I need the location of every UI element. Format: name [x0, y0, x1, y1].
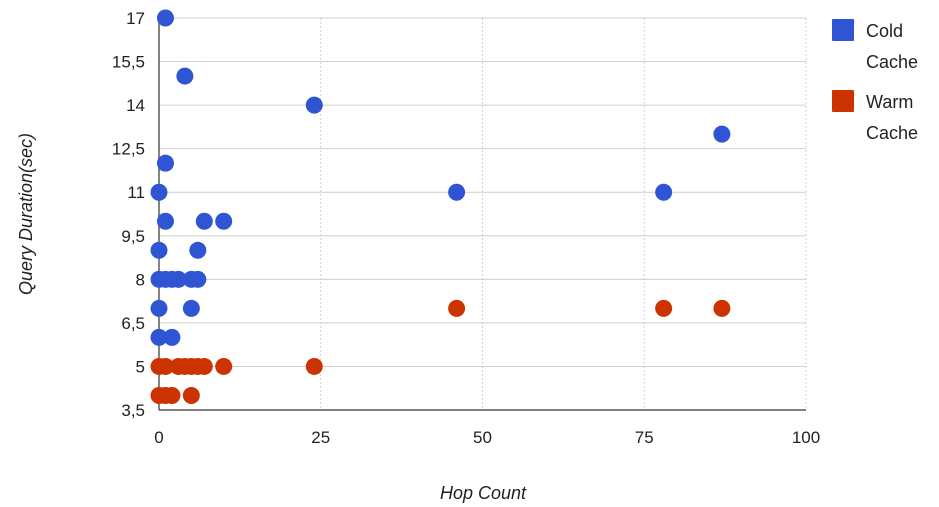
x-tick-label: 50 [473, 428, 492, 447]
data-point-warm [448, 300, 465, 317]
data-point-cold [448, 184, 465, 201]
y-tick-label: 3,5 [121, 401, 145, 420]
data-point-cold [157, 213, 174, 230]
data-point-cold [157, 10, 174, 27]
y-tick-label: 14 [126, 96, 145, 115]
data-point-cold [189, 271, 206, 288]
data-point-warm [713, 300, 730, 317]
data-point-warm [183, 387, 200, 404]
legend-item-cold-cache: Cold Cache [832, 19, 918, 72]
x-tick-labels: 0 25 50 75 100 [154, 428, 820, 447]
x-axis-title: Hop Count [440, 483, 527, 503]
y-tick-label: 12,5 [112, 140, 145, 159]
data-point-warm [163, 387, 180, 404]
grid-lines [159, 18, 806, 410]
legend-label-warm-line1: Warm [866, 92, 913, 112]
y-tick-label: 11 [127, 183, 145, 202]
data-point-cold [655, 184, 672, 201]
data-point-warm [196, 358, 213, 375]
data-point-cold [713, 126, 730, 143]
y-tick-label: 17 [126, 9, 145, 28]
x-tick-label: 100 [792, 428, 820, 447]
data-point-cold [183, 300, 200, 317]
legend-item-warm-cache: Warm Cache [832, 90, 918, 143]
legend: Cold Cache Warm Cache [832, 19, 918, 143]
data-points [151, 10, 731, 404]
data-point-cold [306, 97, 323, 114]
x-tick-label: 0 [154, 428, 163, 447]
legend-swatch-warm-cache [832, 90, 854, 112]
y-tick-label: 8 [136, 270, 145, 289]
data-point-warm [306, 358, 323, 375]
data-point-cold [151, 300, 168, 317]
legend-swatch-cold-cache [832, 19, 854, 41]
data-point-cold [189, 242, 206, 259]
legend-label-warm-line2: Cache [866, 123, 918, 143]
data-point-warm [655, 300, 672, 317]
x-tick-label: 75 [635, 428, 654, 447]
y-tick-label: 6,5 [121, 314, 145, 333]
y-axis-title: Query Duration(sec) [16, 133, 36, 295]
y-tick-label: 15,5 [112, 53, 145, 72]
data-point-cold [215, 213, 232, 230]
legend-label-cold-line2: Cache [866, 52, 918, 72]
data-point-warm [215, 358, 232, 375]
legend-label-cold-line1: Cold [866, 21, 903, 41]
data-point-cold [176, 68, 193, 85]
y-tick-label: 9,5 [121, 227, 145, 246]
data-point-cold [163, 329, 180, 346]
data-point-cold [157, 155, 174, 172]
data-point-cold [196, 213, 213, 230]
x-tick-label: 25 [311, 428, 330, 447]
y-tick-labels: 3,5 5 6,5 8 9,5 11 12,5 14 15,5 17 [112, 9, 145, 420]
y-tick-label: 5 [136, 357, 145, 376]
data-point-cold [151, 242, 168, 259]
data-point-cold [151, 184, 168, 201]
